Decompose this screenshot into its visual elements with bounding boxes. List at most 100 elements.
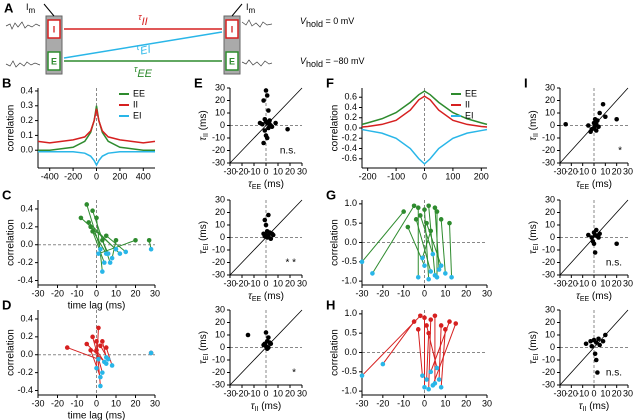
x-tick-label: -20 <box>51 288 64 298</box>
point <box>261 342 266 348</box>
x-tick-label: -200 <box>64 171 82 181</box>
text: τ <box>248 179 253 190</box>
text: (ms) <box>198 221 209 244</box>
x-tick-label: -20 <box>235 278 248 288</box>
annotation: n.s. <box>606 368 622 379</box>
point <box>98 374 103 380</box>
y-tick-label: 30 <box>545 82 555 92</box>
y-axis-label: correlation <box>330 105 341 152</box>
x-tick-label: -10 <box>247 166 260 176</box>
x-tick-label: 20 <box>612 388 622 398</box>
pair-link <box>361 315 421 377</box>
text: EE <box>252 296 262 303</box>
point <box>86 220 91 225</box>
pair-link <box>417 329 423 376</box>
text: τ <box>576 291 581 302</box>
x-tick-label: -30 <box>553 166 566 176</box>
cell-e-box <box>225 51 239 71</box>
point <box>109 255 115 261</box>
point <box>597 110 602 116</box>
point <box>411 203 417 209</box>
y-tick-label: -20 <box>542 257 555 267</box>
point <box>266 212 271 218</box>
x-tick-label: 0 <box>263 278 268 288</box>
x-tick-label: 10 <box>600 166 610 176</box>
annotation: * <box>292 368 296 379</box>
y-tick-label: 0.2 <box>20 115 33 125</box>
cell-label: E <box>51 56 57 66</box>
text: hold <box>306 19 323 29</box>
electrode <box>231 3 243 17</box>
x-tick-label: 10 <box>111 398 121 408</box>
legend-label: EI <box>465 110 474 120</box>
trace <box>5 60 41 68</box>
annotation: * <box>618 146 622 157</box>
panel-label: G <box>326 187 336 202</box>
point <box>117 251 123 256</box>
point <box>592 123 598 128</box>
point <box>273 120 278 126</box>
point <box>424 377 429 382</box>
point <box>596 336 601 342</box>
y-tick-label: 0.0 <box>20 349 33 359</box>
point <box>422 207 427 212</box>
point <box>415 327 421 332</box>
text: EI <box>203 244 210 251</box>
series-line <box>361 95 488 128</box>
y-tick-label: 1.0 <box>344 198 357 208</box>
y-tick-label: 10 <box>545 329 555 339</box>
text: (ms) <box>589 179 612 190</box>
y-tick-label: 20 <box>215 207 225 217</box>
y-tick-label: -0.4 <box>341 143 357 153</box>
panel-label: E <box>194 75 203 90</box>
point <box>432 313 438 319</box>
text: I <box>246 2 249 12</box>
y-tick-label: 0.0 <box>344 237 357 247</box>
electrode <box>43 3 55 17</box>
panel-label: D <box>2 297 11 312</box>
x-tick-label: -10 <box>247 388 260 398</box>
y-tick-label: 0.5 <box>344 328 357 338</box>
y-tick-label: -1.0 <box>341 276 357 286</box>
point <box>586 232 591 238</box>
y-tick-label: -0.4 <box>17 275 33 285</box>
text: τ <box>576 179 581 190</box>
text: EI <box>203 354 210 361</box>
series-line <box>38 105 155 151</box>
x-tick-label: -30 <box>553 278 566 288</box>
point <box>96 325 101 331</box>
text: EE <box>580 184 590 191</box>
point <box>263 330 269 335</box>
text: τ <box>198 359 209 364</box>
x-tick-label: -10 <box>397 288 410 298</box>
point <box>596 235 601 240</box>
point <box>593 227 599 233</box>
point <box>428 317 434 322</box>
legend-label: EE <box>465 88 477 98</box>
panel-label: I <box>524 75 528 90</box>
point <box>424 220 429 226</box>
y-tick-label: 30 <box>215 304 225 314</box>
x-tick-label: 0 <box>263 388 268 398</box>
point <box>64 345 70 350</box>
x-tick-label: 20 <box>612 166 622 176</box>
x-tick-label: -30 <box>223 278 236 288</box>
point <box>443 271 448 276</box>
x-tick-label: 30 <box>623 388 633 398</box>
panel-label: A <box>4 0 14 15</box>
x-tick-label: 10 <box>273 278 283 288</box>
x-tick-label: -20 <box>51 398 64 408</box>
y-tick-label: 20 <box>545 207 555 217</box>
point <box>266 125 271 131</box>
point <box>257 120 263 126</box>
x-tick-label: -10 <box>247 278 260 288</box>
point <box>103 355 109 360</box>
y-tick-label: -10 <box>542 354 555 364</box>
y-tick-label: 0.4 <box>20 85 33 95</box>
text: (ms) <box>586 401 609 412</box>
x-tick-label: 30 <box>297 166 307 176</box>
x-tick-label: 0 <box>422 398 427 408</box>
point <box>94 215 99 221</box>
point <box>411 319 417 324</box>
